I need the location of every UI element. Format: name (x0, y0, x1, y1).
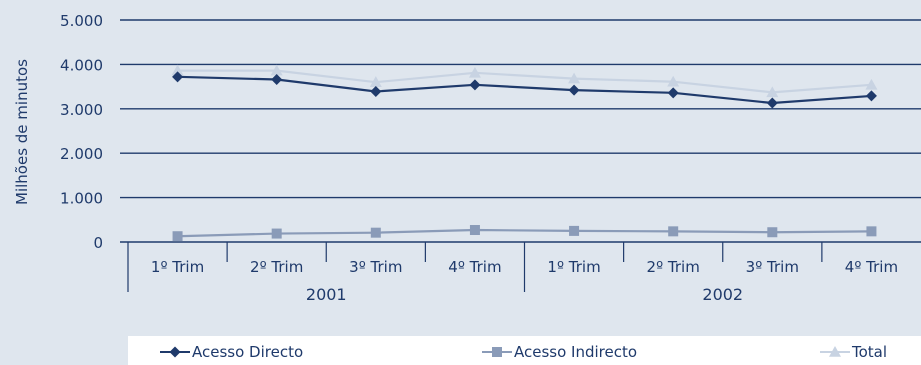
x-tick-label: 2º Trim (250, 258, 303, 276)
total-point (270, 64, 283, 76)
legend-label-acesso-indirecto: Acesso Indirecto (514, 343, 637, 361)
acesso-indirecto-point (668, 226, 679, 237)
y-axis-label: Milhões de minutos (13, 59, 31, 205)
y-tick-label: 5.000 (60, 12, 103, 30)
x-tick-label: 3º Trim (349, 258, 402, 276)
acesso-directo-point (667, 87, 679, 99)
acesso-directo-point (568, 84, 580, 96)
legend-marker (829, 346, 841, 357)
y-tick-label: 3.000 (60, 101, 103, 119)
acesso-indirecto-point (271, 228, 282, 239)
acesso-indirecto-point (767, 227, 778, 238)
y-tick-label: 1.000 (60, 190, 103, 208)
acesso-directo-point (172, 71, 184, 83)
x-tick-label: 2º Trim (647, 258, 700, 276)
acesso-directo-point (766, 97, 778, 109)
acesso-indirecto-point (469, 225, 480, 236)
x-tick-label: 1º Trim (547, 258, 600, 276)
total-point (766, 86, 779, 98)
y-tick-label: 2.000 (60, 145, 103, 163)
total-point (171, 64, 184, 76)
legend-marker (169, 346, 181, 358)
total-point (865, 78, 878, 90)
total-line (177, 69, 872, 94)
legend-label-acesso-directo: Acesso Directo (192, 343, 303, 361)
acesso-directo-point (865, 90, 877, 102)
legend-marker (492, 347, 502, 357)
acesso-indirecto-point (569, 225, 580, 236)
acesso-indirecto-line (177, 228, 872, 238)
legend-background (128, 336, 921, 365)
y-tick-label: 0 (93, 234, 103, 252)
y-tick-label: 4.000 (60, 56, 103, 74)
acesso-indirecto-point (370, 227, 381, 238)
acesso-directo-point (370, 85, 382, 97)
x-tick-label: 1º Trim (151, 258, 204, 276)
total-point (667, 75, 680, 87)
x-tick-label: 4º Trim (448, 258, 501, 276)
acesso-directo-line (177, 75, 872, 105)
total-point (369, 76, 382, 87)
acesso-indirecto-point (172, 231, 183, 242)
x-group-label: 2002 (702, 285, 743, 304)
x-tick-label: 4º Trim (845, 258, 898, 276)
acesso-directo-point (271, 73, 283, 85)
total-point (468, 66, 481, 78)
acesso-directo-point (469, 79, 481, 91)
x-group-label: 2001 (306, 285, 347, 304)
legend-label-total: Total (851, 343, 887, 361)
total-point (568, 72, 581, 84)
acesso-indirecto-point (866, 226, 877, 237)
x-tick-label: 3º Trim (746, 258, 799, 276)
